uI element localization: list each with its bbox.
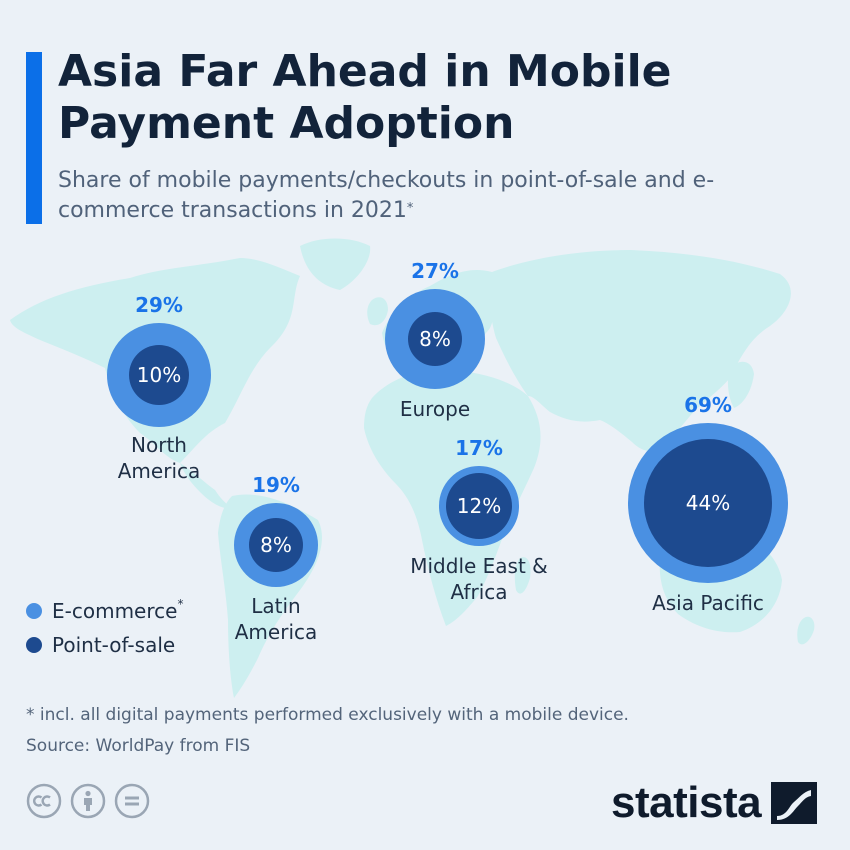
legend-asterisk: * bbox=[177, 597, 184, 611]
bubble-pos-asia-pacific: 44% bbox=[644, 439, 772, 567]
accent-bar bbox=[26, 52, 42, 224]
map-asia bbox=[489, 250, 791, 452]
cc-icon[interactable] bbox=[26, 783, 62, 819]
statista-logo[interactable]: statista bbox=[611, 778, 818, 828]
map-central-america bbox=[180, 463, 232, 509]
subtitle-asterisk: * bbox=[406, 201, 414, 216]
bubble-pos-middle-east-africa: 12% bbox=[445, 472, 513, 540]
region-label-north-america: North America bbox=[117, 433, 201, 483]
label-ecommerce-middle-east-africa: 17% bbox=[455, 436, 503, 461]
legend-item-point-of-sale: Point-of-sale bbox=[26, 630, 183, 660]
map-greenland bbox=[300, 238, 371, 290]
legend-swatch-ecommerce bbox=[26, 603, 42, 619]
footnote: * incl. all digital payments performed e… bbox=[26, 705, 629, 725]
map-uk bbox=[367, 297, 388, 326]
region-label-europe: Europe bbox=[399, 397, 471, 421]
subtitle-text: Share of mobile payments/checkouts in po… bbox=[58, 168, 715, 223]
bubble-pos-north-america: 10% bbox=[128, 344, 190, 406]
region-label-latin-america: Latin America bbox=[234, 594, 318, 644]
legend: E-commerce* Point-of-sale bbox=[26, 596, 183, 664]
label-ecommerce-asia-pacific: 69% bbox=[684, 393, 732, 418]
bubble-pos-europe: 8% bbox=[407, 311, 463, 367]
legend-item-ecommerce: E-commerce* bbox=[26, 596, 183, 626]
region-label-asia-pacific: Asia Pacific bbox=[652, 591, 764, 615]
region-label-middle-east-africa: Middle East & Africa bbox=[410, 554, 548, 604]
legend-swatch-point-of-sale bbox=[26, 637, 42, 653]
label-ecommerce-europe: 27% bbox=[411, 259, 459, 283]
label-ecommerce-latin-america: 19% bbox=[252, 473, 300, 498]
map-japan bbox=[727, 361, 754, 408]
chart-subtitle: Share of mobile payments/checkouts in po… bbox=[58, 166, 818, 226]
by-icon[interactable] bbox=[70, 783, 106, 819]
source-note: Source: WorldPay from FIS bbox=[26, 736, 251, 756]
bubble-pos-latin-america: 8% bbox=[248, 517, 304, 573]
legend-label-ecommerce: E-commerce* bbox=[52, 597, 184, 623]
chart-title: Asia Far Ahead in Mobile Payment Adoptio… bbox=[58, 46, 672, 149]
nd-icon[interactable] bbox=[114, 783, 150, 819]
statista-wordmark: statista bbox=[611, 778, 762, 827]
legend-label-ecommerce-text: E-commerce bbox=[52, 599, 178, 623]
statista-logo-icon bbox=[771, 782, 818, 824]
map-new-zealand bbox=[797, 616, 815, 645]
legend-label-point-of-sale: Point-of-sale bbox=[52, 633, 176, 657]
map-madagascar bbox=[514, 557, 531, 594]
license-icons bbox=[26, 783, 150, 819]
label-ecommerce-north-america: 29% bbox=[135, 293, 183, 318]
